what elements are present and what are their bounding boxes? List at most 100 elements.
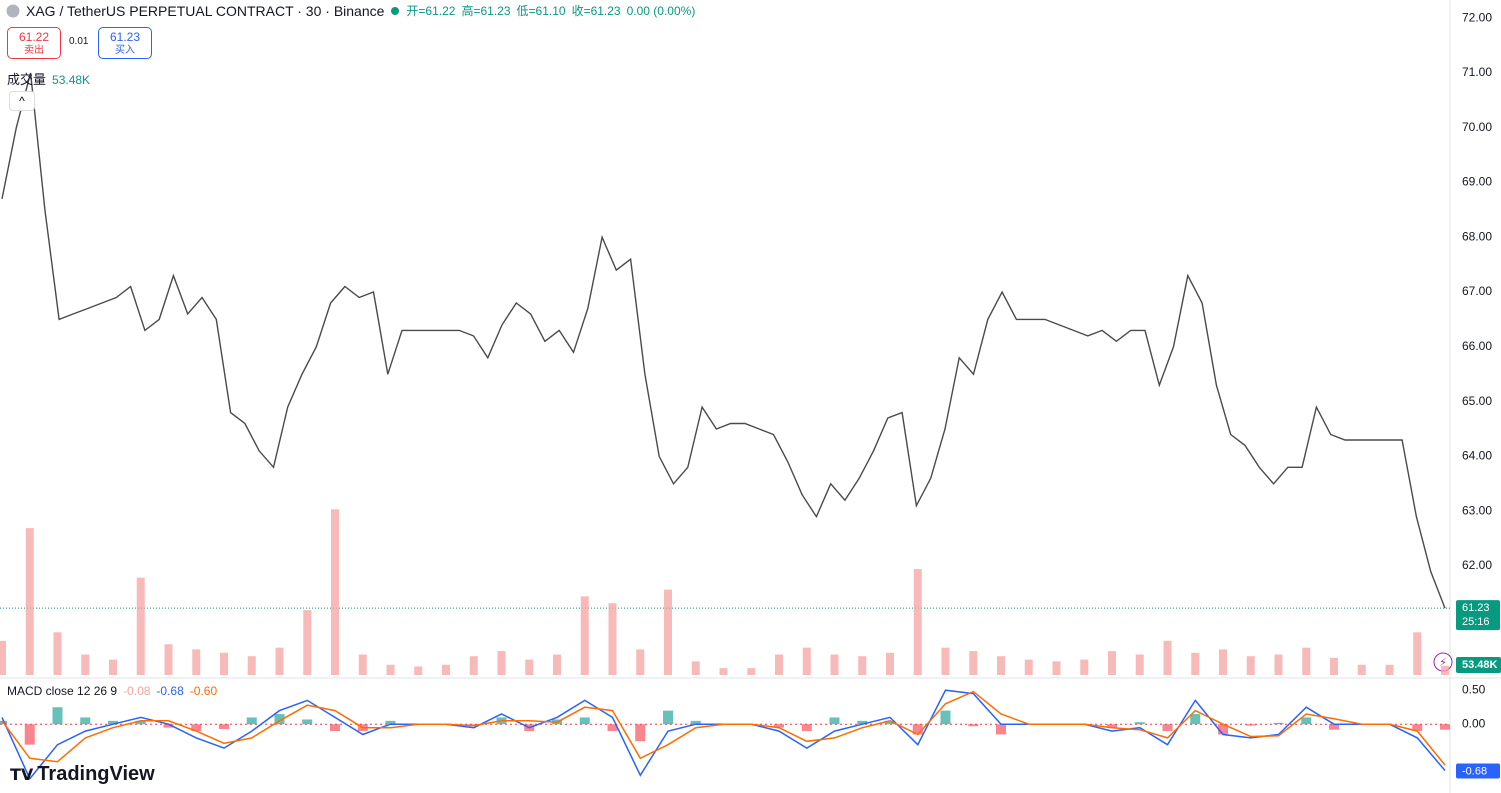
histogram-bar	[690, 720, 701, 725]
volume-bar	[136, 577, 145, 675]
y-tick-label: 0.00	[1462, 716, 1486, 730]
histogram-bar	[108, 720, 118, 725]
volume-bar	[858, 656, 867, 675]
histogram-bar	[635, 724, 646, 742]
volume-bar	[164, 644, 173, 675]
volume-bar	[1135, 654, 1144, 675]
volume-bar	[775, 654, 783, 675]
volume-bar	[553, 654, 561, 675]
histogram-bar	[163, 724, 174, 728]
macd-title: MACD close 12 26 9	[7, 684, 117, 698]
histogram-bar	[829, 717, 840, 725]
sell-price: 61.22	[18, 30, 50, 44]
volume-bar	[1330, 657, 1338, 675]
y-tick-label: 66.00	[1462, 339, 1492, 353]
histogram-bar	[246, 717, 257, 725]
volume-bar	[414, 666, 423, 675]
volume-bar	[1191, 652, 1200, 675]
volume-bar	[220, 652, 228, 675]
last-price-text: 61.23	[1462, 602, 1490, 614]
volume-bar	[1052, 661, 1061, 675]
histogram-bar	[607, 724, 618, 732]
histogram-bar	[885, 720, 895, 725]
histogram-bar	[135, 720, 146, 725]
y-tick-label: 62.00	[1462, 558, 1492, 572]
histogram-bar	[302, 719, 313, 725]
volume-bar	[497, 651, 506, 675]
volume-bar	[1385, 664, 1394, 675]
volume-bar	[0, 640, 6, 675]
y-tick-label: 70.00	[1462, 120, 1492, 134]
buy-price: 61.23	[109, 30, 141, 44]
collapse-button[interactable]: ^	[9, 91, 35, 111]
volume-bar	[303, 610, 312, 675]
histogram-bar	[996, 724, 1006, 735]
volume-bar	[1246, 656, 1255, 675]
volume-value: 53.48K	[52, 73, 91, 87]
volume-bar	[719, 668, 728, 675]
volume-bar	[1108, 651, 1116, 675]
macd-tag	[1456, 763, 1500, 779]
histogram-bar	[385, 720, 396, 725]
volume-bar	[913, 569, 922, 675]
y-tick-label: 69.00	[1462, 175, 1492, 189]
volume-bar	[941, 647, 950, 675]
status-dot	[391, 6, 400, 15]
sell-button[interactable]: 61.22 卖出	[7, 27, 61, 59]
macd-value: -0.68	[156, 684, 184, 698]
volume-bar	[1357, 664, 1366, 675]
spread: 0.01	[69, 36, 89, 47]
price-line	[1, 72, 1446, 609]
volume-bar	[386, 664, 395, 675]
buy-label: 买入	[115, 45, 135, 56]
histogram-bar	[857, 720, 868, 725]
symbol-icon	[6, 4, 20, 17]
histogram-bar	[579, 717, 590, 725]
volume-tag-text: 53.48K	[1462, 659, 1498, 671]
histogram-bar	[801, 724, 812, 732]
volume-bar	[1219, 649, 1227, 675]
volume-bar	[525, 659, 534, 675]
histogram-bar	[1273, 722, 1284, 725]
histogram-bar	[191, 724, 202, 732]
volume-bar	[636, 649, 645, 675]
volume-bar	[1413, 632, 1422, 675]
volume-bar	[81, 654, 90, 675]
histogram-bar	[1218, 724, 1228, 735]
volume-label: 成交量	[7, 72, 47, 87]
volume-bar	[997, 656, 1005, 675]
volume-bar	[192, 649, 201, 675]
macd-line	[1, 690, 1446, 766]
y-tick-label: 63.00	[1462, 503, 1492, 517]
histogram-bar	[968, 724, 979, 727]
y-tick-label: 71.00	[1462, 65, 1492, 79]
volume-bar	[1302, 647, 1311, 675]
y-tick-label: 72.00	[1462, 10, 1492, 24]
volume-legend: 成交量 53.48K	[7, 69, 90, 88]
y-tick-label: 67.00	[1462, 284, 1492, 298]
histogram-bar	[1190, 714, 1201, 725]
volume-bar	[247, 656, 256, 675]
sell-label: 卖出	[24, 45, 44, 56]
ohlc-close: 收=61.23	[571, 4, 621, 18]
volume-bar	[1024, 659, 1033, 675]
volume-bar	[1274, 654, 1283, 675]
volume-bar	[442, 664, 450, 675]
macd-legend: MACD close 12 26 9 -0.08 -0.68 -0.60	[7, 684, 217, 698]
histogram-bar	[52, 707, 63, 725]
buy-button[interactable]: 61.23 买入	[98, 27, 152, 59]
volume-bar	[358, 654, 367, 675]
y-tick-label: 64.00	[1462, 449, 1492, 463]
volume-bar	[664, 589, 672, 675]
histogram-bar	[80, 717, 91, 725]
volume-bar	[109, 659, 117, 675]
histogram-bar	[1134, 722, 1145, 725]
ohlc-open: 开=61.22	[406, 4, 456, 18]
histogram-bar	[1440, 724, 1450, 730]
volume-bar	[275, 647, 284, 675]
histogram-bar	[274, 714, 285, 725]
histogram-bar	[24, 724, 35, 745]
histogram-bar	[774, 724, 784, 728]
logo-mark: 𝗧𝗩	[10, 767, 34, 784]
